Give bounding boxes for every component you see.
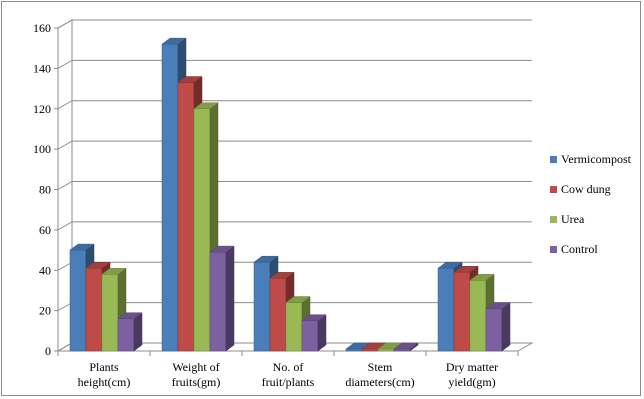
x-tick-label: Weight of fruits(gm) xyxy=(172,360,221,389)
bar-top xyxy=(101,268,127,275)
bar-top xyxy=(485,302,511,309)
legend-swatch xyxy=(550,246,557,253)
bar-front xyxy=(285,302,303,352)
x-tick-labels: Plants height(cm) Weight of fruits(gm) No. o… xyxy=(78,360,498,389)
gridline-side xyxy=(57,221,73,231)
legend-item: Cow dung xyxy=(550,182,611,196)
bar-front xyxy=(437,267,455,352)
legend-label: Vermicompost xyxy=(561,152,632,166)
gridline-side xyxy=(57,100,73,110)
bar-front xyxy=(117,318,135,352)
legend-swatch xyxy=(550,156,557,163)
y-tick-label: 160 xyxy=(33,21,51,35)
bar-front xyxy=(469,280,487,352)
bar xyxy=(301,314,327,352)
x-tick-label: No. of fruit/plants xyxy=(262,360,315,389)
bar-side xyxy=(501,302,511,352)
gridline-side xyxy=(57,342,73,352)
bar-top xyxy=(85,261,111,269)
y-tick-label: 60 xyxy=(39,223,51,237)
bar-front xyxy=(301,320,319,352)
bar-top xyxy=(453,266,479,273)
bar-top xyxy=(269,272,295,279)
bar-top xyxy=(209,245,235,253)
bar-front xyxy=(393,348,411,352)
bar-top xyxy=(393,342,419,350)
bar xyxy=(393,342,419,352)
y-tick-label: 20 xyxy=(39,304,51,318)
bar-front xyxy=(253,261,271,352)
y-tick-label: 40 xyxy=(39,263,51,277)
y-tick-label: 120 xyxy=(33,102,51,116)
bar-top xyxy=(117,312,143,319)
gridline-side xyxy=(57,181,73,190)
bar-front xyxy=(177,82,195,352)
gridline-side xyxy=(57,59,73,69)
bar-side xyxy=(317,314,327,352)
y-tick-label: 100 xyxy=(33,142,51,156)
gridline-side xyxy=(57,261,73,271)
bar-front xyxy=(269,278,287,352)
bar-side xyxy=(133,312,143,352)
x-tick-label: Stem diameters(cm) xyxy=(345,360,414,389)
bar-top xyxy=(437,261,463,269)
bar-top xyxy=(177,76,203,83)
x-tick-label: Dry matter yield(gm) xyxy=(446,360,498,389)
legend-item: Control xyxy=(550,242,598,256)
legend-label: Cow dung xyxy=(561,182,611,196)
bar-front xyxy=(345,348,363,352)
legend-swatch xyxy=(550,216,557,223)
bar xyxy=(117,312,143,352)
bar-front xyxy=(453,272,471,352)
bars xyxy=(69,37,511,352)
legend-item: Vermicompost xyxy=(550,152,632,166)
gridline-side xyxy=(57,19,73,29)
bar-front xyxy=(485,308,503,352)
gridline-side xyxy=(57,302,73,312)
bar-front xyxy=(161,43,179,352)
y-tick-label: 80 xyxy=(39,183,51,197)
bar-top xyxy=(469,274,495,281)
bar-top xyxy=(285,296,311,303)
bar-top xyxy=(301,314,327,321)
legend-swatch xyxy=(550,186,557,193)
y-tick-labels: 0 20 40 60 80 100 120 140 160 xyxy=(33,21,51,358)
bar-top xyxy=(69,243,95,251)
bar-front xyxy=(377,348,395,352)
legend-label: Urea xyxy=(561,212,585,226)
bar-top xyxy=(253,255,279,263)
x-tick-label: Plants height(cm) xyxy=(78,360,131,389)
bar-front xyxy=(193,108,211,352)
bar xyxy=(485,302,511,352)
bar-front xyxy=(209,251,227,352)
bar-top xyxy=(161,37,187,45)
bar-top xyxy=(193,102,219,109)
bar-front xyxy=(69,249,87,352)
gridline-side xyxy=(57,140,73,150)
bar-front xyxy=(85,267,103,352)
y-tick-label: 140 xyxy=(33,61,51,75)
bar-front xyxy=(101,274,119,352)
bar xyxy=(209,245,235,352)
bar-side xyxy=(225,245,235,352)
y-tick-label: 0 xyxy=(45,344,51,358)
bar-front xyxy=(361,348,379,352)
legend: Vermicompost Cow dung Urea Control xyxy=(550,152,632,256)
legend-label: Control xyxy=(561,242,598,256)
legend-item: Urea xyxy=(550,212,585,226)
